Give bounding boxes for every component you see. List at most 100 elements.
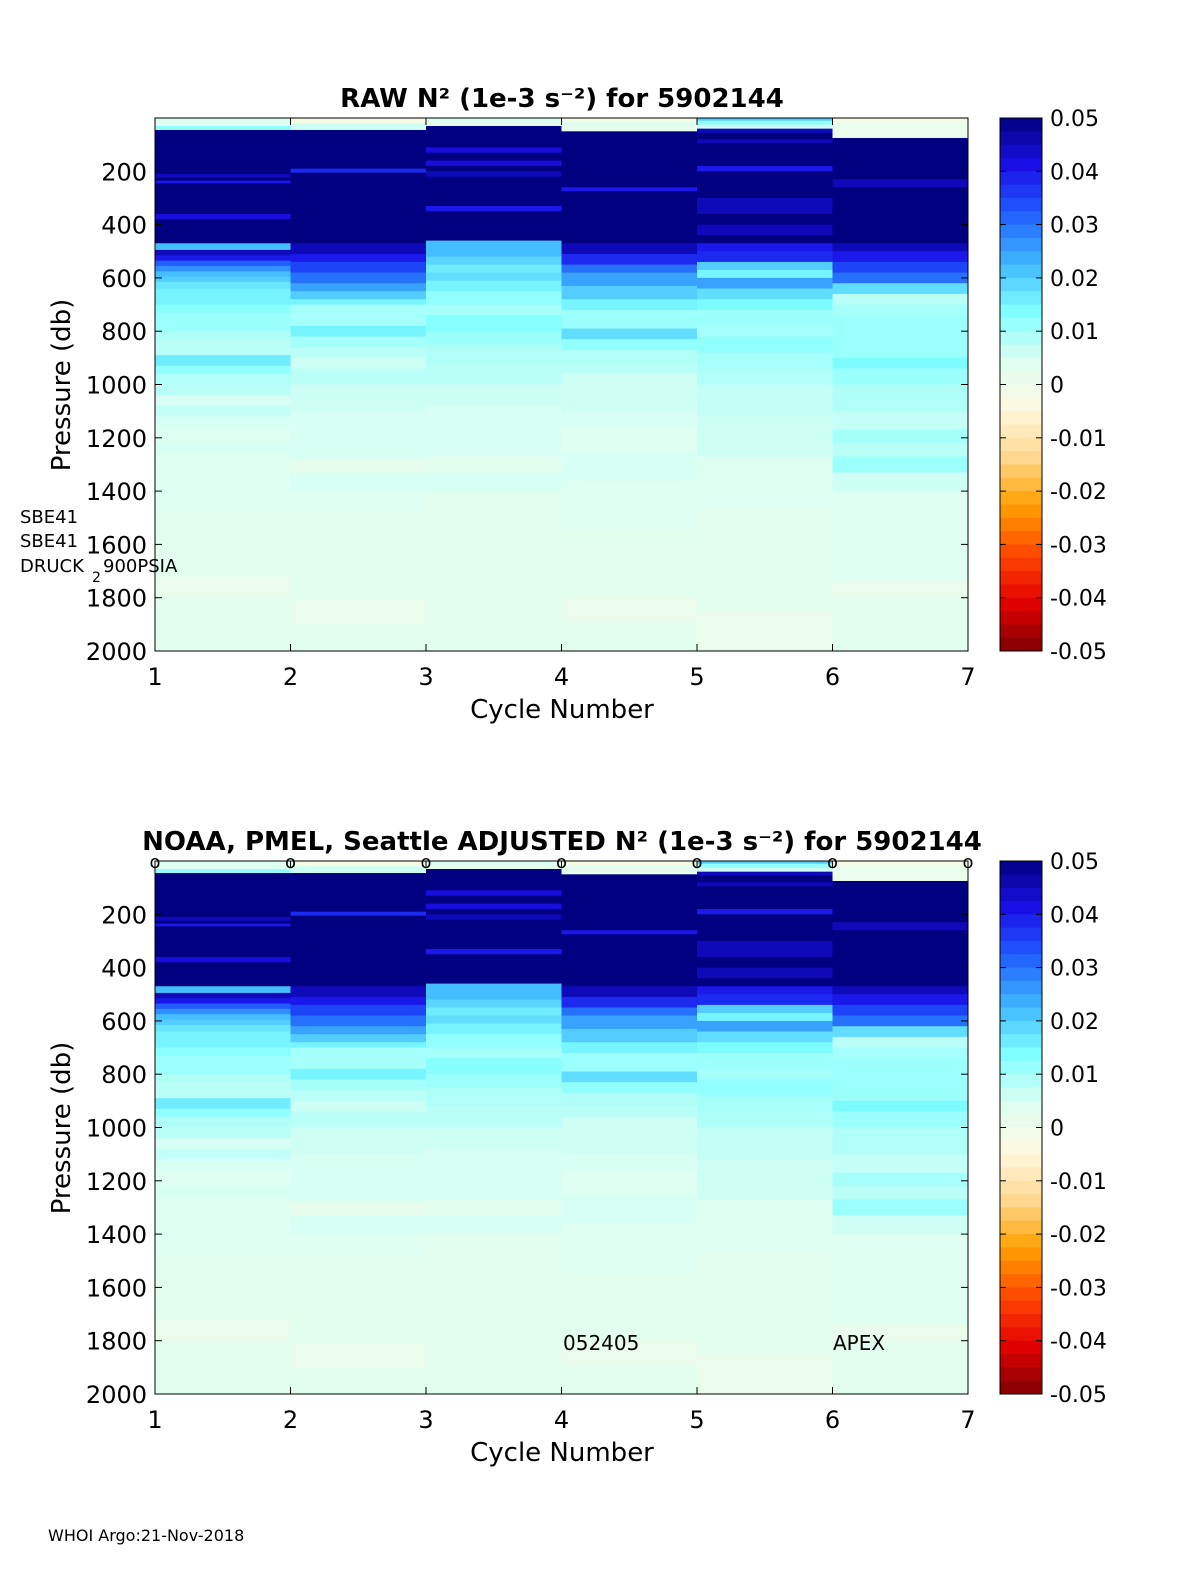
heatmap-cell-c6-13	[832, 357, 969, 370]
y-tick-label: 1200	[86, 425, 147, 453]
adjusted-x-axis-label: Cycle Number	[470, 1438, 654, 1468]
heatmap-cell-c5-16	[697, 1012, 833, 1022]
heatmap-cell-c3-0	[426, 118, 562, 123]
heatmap-cell-c1-17	[155, 1031, 291, 1049]
heatmap-cell-c2-3	[290, 911, 427, 917]
heatmap-cell-c1-24	[155, 373, 291, 385]
heatmap-cell-c3-2	[426, 125, 562, 148]
heatmap-cell-c3-19	[426, 331, 562, 346]
heatmap-cell-c5-3	[697, 128, 833, 134]
heatmap-cell-c5-27	[697, 456, 833, 511]
heatmap-cell-c1-24	[155, 1116, 291, 1128]
heatmap-cell-c4-10	[561, 1028, 698, 1043]
heatmap-cell-c1-26	[155, 395, 291, 407]
heatmap-cell-c2-18	[290, 1127, 427, 1155]
heatmap-cell-c5-21	[697, 1068, 833, 1081]
heatmap-cell-c1-25	[155, 384, 291, 396]
colorbar-segment	[1000, 1327, 1042, 1342]
raw-colorbar: 0.05 0.04 0.03 0.02 0.01 0 -0.01 -0.02 -0.03 -0.0…	[999, 107, 1107, 665]
heatmap-cell-c1-7	[155, 956, 291, 963]
colorbar-segment	[1000, 557, 1042, 572]
heatmap-cell-c2-23	[290, 512, 427, 601]
heatmap-cell-c3-25	[426, 472, 562, 492]
heatmap-cell-c2-22	[290, 1234, 427, 1256]
heatmap-cell-c6-6	[832, 994, 969, 1006]
heatmap-cell-c2-16	[290, 1100, 427, 1113]
heatmap-cell-c4-3	[561, 131, 698, 188]
heatmap-cell-c4-10	[561, 285, 698, 300]
heatmap-cell-c3-28	[426, 1340, 562, 1395]
heatmap-cell-c3-26	[426, 1234, 562, 1259]
heatmap-cell-c5-11	[697, 967, 833, 979]
heatmap-cell-c5-24	[697, 1111, 833, 1128]
colorbar-segment	[1000, 411, 1042, 425]
raw-y-axis: 200 400 600 800 1000 1200 1400 1600 1800 2000	[86, 158, 968, 666]
colorbar-segment	[1000, 994, 1042, 1009]
heatmap-cell-c6-6	[832, 251, 969, 263]
heatmap-cell-c3-19	[426, 1074, 562, 1089]
colorbar-segment	[1000, 980, 1042, 995]
heatmap-cell-c4-8	[561, 264, 698, 274]
y-tick-label: 800	[101, 318, 147, 346]
x-tick-label: 4	[554, 1406, 569, 1434]
colorbar-segment	[1000, 1234, 1042, 1248]
heatmap-cell-c4-4	[561, 187, 698, 192]
heatmap-cell-c4-7	[561, 996, 698, 1009]
colorbar-tick-label: 0.01	[1050, 1063, 1099, 1088]
heatmap-cell-c2-9	[290, 283, 427, 292]
adjusted-y-axis-label: Pressure (db)	[47, 1042, 77, 1215]
raw-panel: RAW N² (1e-3 s⁻²) for 5902144 200 400 600 8…	[20, 84, 1107, 725]
colorbar-tick-label: -0.01	[1050, 427, 1107, 452]
heatmap-cell-c1-23	[155, 1108, 291, 1118]
heatmap-cell-c5-2	[697, 124, 833, 130]
heatmap-cell-c2-17	[290, 368, 427, 385]
colorbar-tick-label: -0.04	[1050, 587, 1107, 612]
colorbar-segment	[1000, 1367, 1042, 1382]
heatmap-cell-c2-22	[290, 491, 427, 513]
heatmap-cell-c2-16	[290, 357, 427, 370]
heatmap-cell-c4-24	[561, 621, 698, 652]
colorbar-tick-label: 0.04	[1050, 903, 1099, 928]
colorbar-segment	[1000, 900, 1042, 915]
heatmap-cell-c6-8	[832, 1015, 969, 1027]
heatmap-cell-c2-24	[290, 1343, 427, 1368]
heatmap-cell-c1-10	[155, 992, 291, 999]
heatmap-cell-c6-9	[832, 1026, 969, 1038]
heatmap-cell-c2-8	[290, 272, 427, 284]
x-tick-label: 2	[283, 663, 298, 691]
heatmap-cell-c4-9	[561, 1015, 698, 1030]
heatmap-cell-c2-18	[290, 384, 427, 412]
heatmap-cell-c1-28	[155, 1159, 291, 1171]
heatmap-cell-c6-23	[832, 597, 969, 652]
heatmap-cell-c1-29	[155, 427, 291, 444]
heatmap-cell-c5-17	[697, 277, 833, 290]
heatmap-cell-c5-14	[697, 994, 833, 1006]
heatmap-cell-c5-4	[697, 875, 833, 883]
heatmap-cell-c1-20	[155, 331, 291, 340]
colorbar-segment	[1000, 437, 1042, 452]
heatmap-cell-c5-13	[697, 243, 833, 252]
colorbar-segment	[1000, 118, 1042, 132]
heatmap-cell-c1-15	[155, 1019, 291, 1026]
colorbar-segment	[1000, 211, 1042, 226]
heatmap-cell-c1-30	[155, 1186, 291, 1198]
heatmap-cell-c5-8	[697, 171, 833, 199]
heatmap-cell-c4-0	[561, 118, 698, 123]
heatmap-cell-c1-6	[155, 183, 291, 215]
colorbar-tick-label: 0.05	[1050, 107, 1099, 132]
sensor-label-3-end: 900PSIA	[103, 556, 178, 577]
heatmap-cell-c2-6	[290, 253, 427, 263]
heatmap-cell-c3-22	[426, 1127, 562, 1150]
heatmap-cell-c3-17	[426, 1047, 562, 1059]
heatmap-cell-c1-20	[155, 1074, 291, 1083]
heatmap-cell-c5-9	[697, 940, 833, 958]
heatmap-cell-c1-19	[155, 312, 291, 332]
colorbar-segment	[1000, 611, 1042, 625]
colorbar-segment	[1000, 197, 1042, 212]
colorbar-segment	[1000, 1007, 1042, 1022]
heatmap-cell-c4-22	[561, 1274, 698, 1342]
heatmap-cell-c1-10	[155, 249, 291, 256]
raw-y-axis-label: Pressure (db)	[47, 299, 77, 472]
colorbar-segment	[1000, 1260, 1042, 1275]
heatmap-cell-c5-2	[697, 867, 833, 873]
